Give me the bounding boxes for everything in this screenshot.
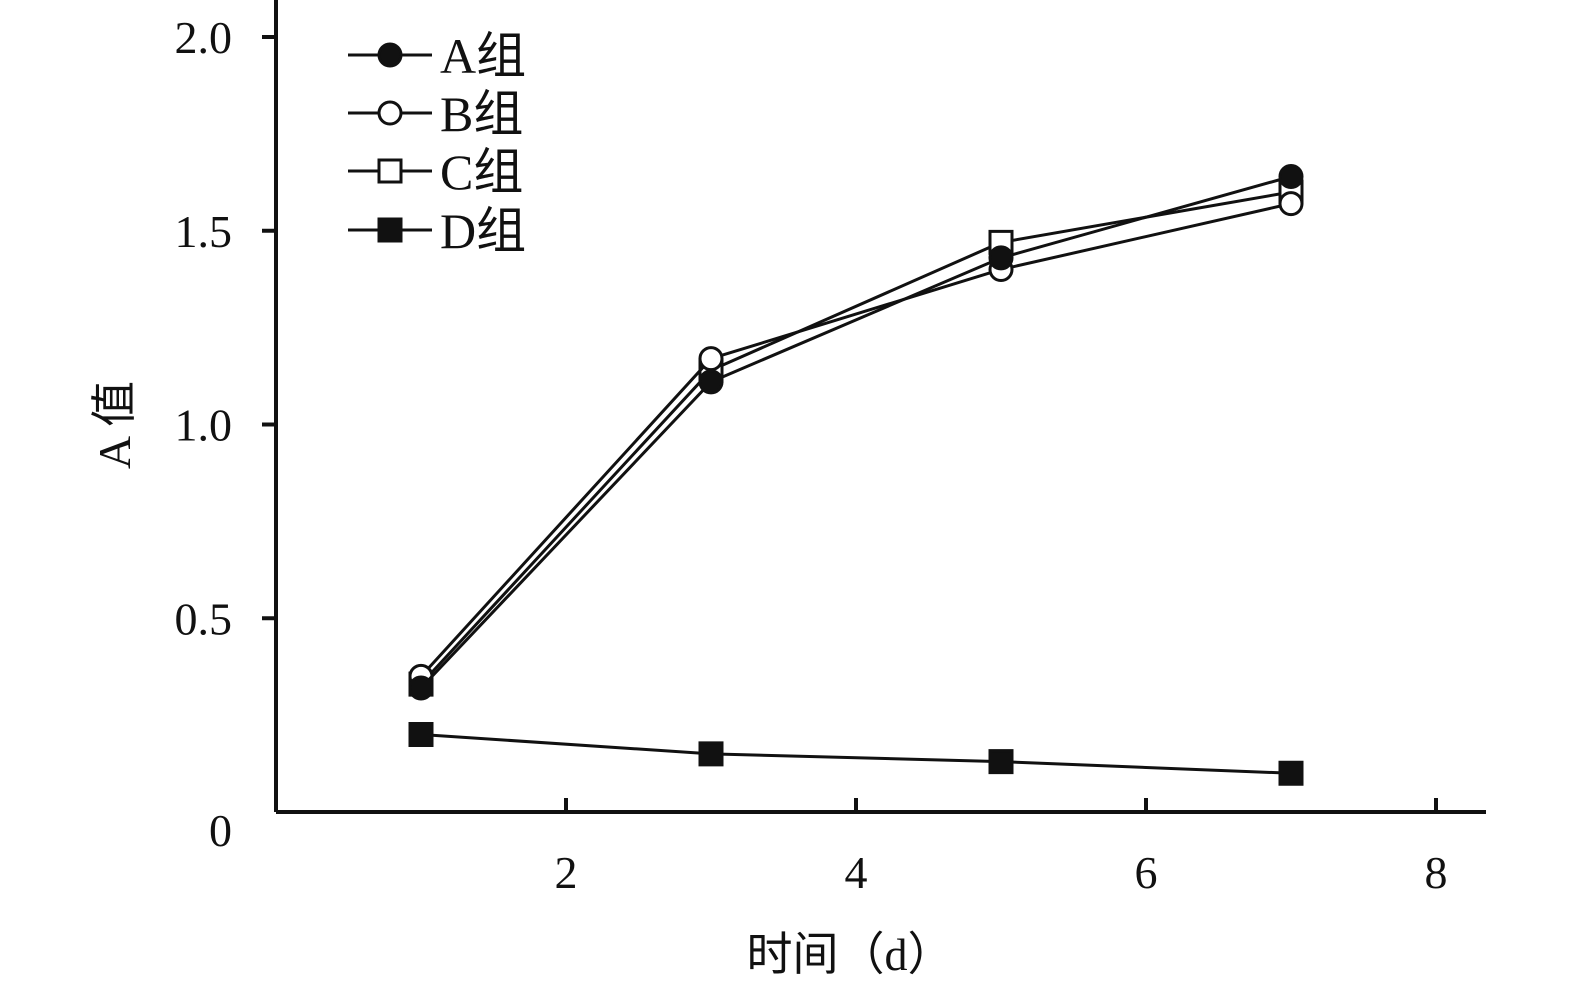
series-3 [408, 179, 1304, 697]
data-point [698, 741, 724, 767]
series-2 [408, 191, 1304, 689]
series-layer [408, 164, 1304, 786]
series-line [420, 733, 1292, 775]
y-tick-label: 1.0 [175, 400, 233, 451]
legend-label: B组 [440, 86, 523, 142]
legend-item: B组 [348, 86, 523, 142]
data-point [988, 245, 1014, 271]
data-point [698, 369, 724, 395]
series-line [419, 202, 1292, 678]
legend-label: D组 [440, 203, 526, 259]
data-point [408, 675, 434, 701]
data-point [698, 346, 724, 372]
legend-marker [377, 217, 403, 243]
x-tick-label: 6 [1135, 847, 1158, 898]
legend-item: D组 [348, 203, 526, 259]
x-tick-label: 4 [845, 847, 868, 898]
y-tick-label: 2.0 [175, 12, 233, 63]
legend-marker [377, 100, 403, 126]
data-point [1278, 164, 1304, 189]
series-line [419, 175, 1292, 690]
data-point [408, 722, 434, 747]
axes: 0 0.5 1.0 1.5 2.0 2 4 6 8 [175, 0, 1486, 898]
data-point [1278, 191, 1304, 217]
legend-item: C组 [348, 144, 523, 200]
x-axis-label: 时间（d） [747, 929, 954, 980]
legend-marker [377, 42, 403, 68]
y-axis-label: A 值 [89, 381, 140, 469]
series-line [419, 190, 1292, 686]
legend-item: A组 [348, 28, 526, 84]
legend-label: C组 [440, 144, 523, 200]
y-tick-label: 0 [209, 805, 232, 856]
legend-label: A组 [440, 28, 526, 84]
x-tick-label: 2 [555, 847, 578, 898]
y-tick-label: 0.5 [175, 593, 233, 644]
series-4 [408, 722, 1304, 786]
series-1 [408, 164, 1304, 701]
y-tick-label: 1.5 [175, 206, 233, 257]
legend-marker [377, 158, 403, 184]
data-point [1278, 760, 1304, 786]
x-tick-label: 8 [1425, 847, 1448, 898]
data-point [988, 749, 1014, 775]
